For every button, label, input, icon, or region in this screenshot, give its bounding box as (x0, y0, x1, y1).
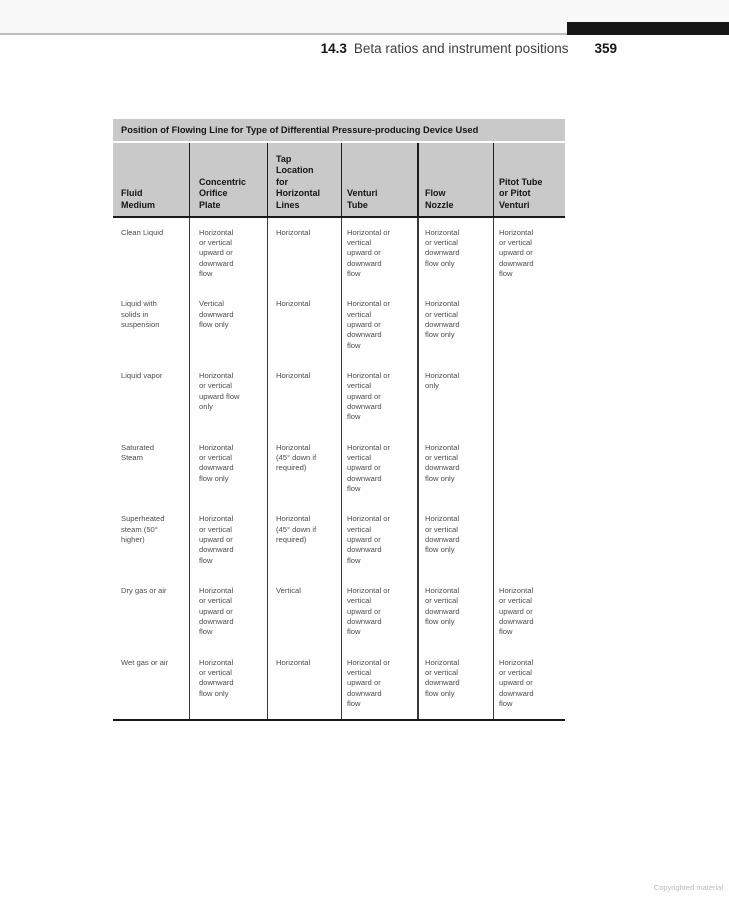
table-cell: Horizontal or vertical upward or downwar… (189, 575, 267, 648)
col-header-tap-location: Tap Location for Horizontal Lines (267, 143, 341, 216)
table-cell: Superheated steam (50° higher) (121, 514, 165, 544)
table-bottom-rule (113, 719, 565, 721)
table-cell: Dry gas or air (121, 585, 167, 595)
section-number: 14.3 (320, 41, 347, 56)
table-cell: Horizontal or vertical upward or downwar… (341, 504, 417, 576)
table-row: Liquid with solids in suspension Vertica… (113, 289, 565, 361)
table-cell: Horizontal or vertical upward or downwar… (493, 647, 565, 720)
table-cell: Liquid vapor (121, 370, 163, 380)
table-cell: Horizontal or vertical downward flow onl… (417, 289, 493, 361)
table-cell: Horizontal or vertical downward flow onl… (189, 432, 267, 505)
table-cell: Horizontal or vertical downward flow onl… (417, 647, 493, 720)
col-header-venturi-tube: Venturi Tube (341, 143, 417, 216)
col-header-flow-nozzle: Flow Nozzle (417, 143, 493, 216)
running-head: 14.3 Beta ratios and instrument position… (321, 41, 617, 56)
table-cell: Horizontal or vertical upward or downwar… (189, 217, 267, 290)
table-cell (493, 360, 565, 433)
table-cell: Horizontal (267, 360, 341, 433)
table-cell: Horizontal (267, 289, 341, 361)
table-header-row: Fluid Medium Concentric Orifice Plate Ta… (113, 143, 565, 216)
table-cell: Horizontal (267, 647, 341, 720)
table-row: Superheated steam (50° higher) Horizonta… (113, 504, 565, 576)
table-cell: Clean Liquid (121, 227, 164, 237)
col-header-pitot-tube: Pitot Tube or Pitot Venturi (493, 143, 565, 216)
table-cell: Horizontal or vertical upward or downwar… (189, 504, 267, 576)
copyright-note: Copyrighted material (653, 883, 723, 892)
col-header-concentric-orifice-plate: Concentric Orifice Plate (189, 143, 267, 216)
table-row: Wet gas or air Horizontal or vertical do… (113, 647, 565, 720)
table-cell: Horizontal or vertical upward or downwar… (341, 432, 417, 505)
table-cell: Horizontal or vertical downward flow onl… (417, 504, 493, 576)
table-cell: Liquid with solids in suspension (121, 299, 160, 329)
table-cell: Horizontal or vertical upward or downwar… (341, 575, 417, 648)
col-header-fluid-medium: Fluid Medium (121, 188, 156, 210)
device-position-table: Position of Flowing Line for Type of Dif… (113, 119, 565, 721)
table-cell (493, 289, 565, 361)
table-cell: Horizontal only (417, 360, 493, 433)
table-cell: Horizontal or vertical upward flow only (189, 360, 267, 433)
table-cell: Vertical downward flow only (189, 289, 267, 361)
table-cell: Horizontal (267, 217, 341, 290)
table-cell: Horizontal or vertical downward flow onl… (417, 217, 493, 290)
table-cell: Horizontal (45° down if required) (267, 432, 341, 505)
header-black-bar (567, 22, 729, 35)
table-cell (493, 432, 565, 505)
table-row: Dry gas or air Horizontal or vertical up… (113, 575, 565, 648)
table-cell: Horizontal or vertical upward or downwar… (341, 289, 417, 361)
table-cell: Horizontal or vertical upward or downwar… (341, 217, 417, 290)
table-cell: Horizontal or vertical downward flow onl… (417, 432, 493, 505)
table-cell: Wet gas or air (121, 657, 169, 667)
table-cell: Horizontal or vertical upward or downwar… (341, 647, 417, 720)
table-cell: Vertical (267, 575, 341, 648)
table-cell: Horizontal or vertical downward flow onl… (189, 647, 267, 720)
table-title: Position of Flowing Line for Type of Dif… (113, 119, 565, 141)
section-title: Beta ratios and instrument positions (353, 41, 569, 56)
table-cell: Saturated Steam (121, 442, 154, 462)
table-row: Liquid vapor Horizontal or vertical upwa… (113, 360, 565, 433)
page-number: 359 (594, 41, 617, 56)
table-cell: Horizontal or vertical upward or downwar… (341, 360, 417, 433)
table-row: Clean Liquid Horizontal or vertical upwa… (113, 217, 565, 290)
header-separator-rule (113, 216, 565, 218)
table-cell: Horizontal or vertical downward flow onl… (417, 575, 493, 648)
table-cell: Horizontal (45° down if required) (267, 504, 341, 576)
header-rule (0, 33, 729, 35)
table-cell (493, 504, 565, 576)
table-cell: Horizontal or vertical upward or downwar… (493, 575, 565, 648)
table-row: Saturated Steam Horizontal or vertical d… (113, 432, 565, 505)
table-cell: Horizontal or vertical upward or downwar… (493, 217, 565, 290)
